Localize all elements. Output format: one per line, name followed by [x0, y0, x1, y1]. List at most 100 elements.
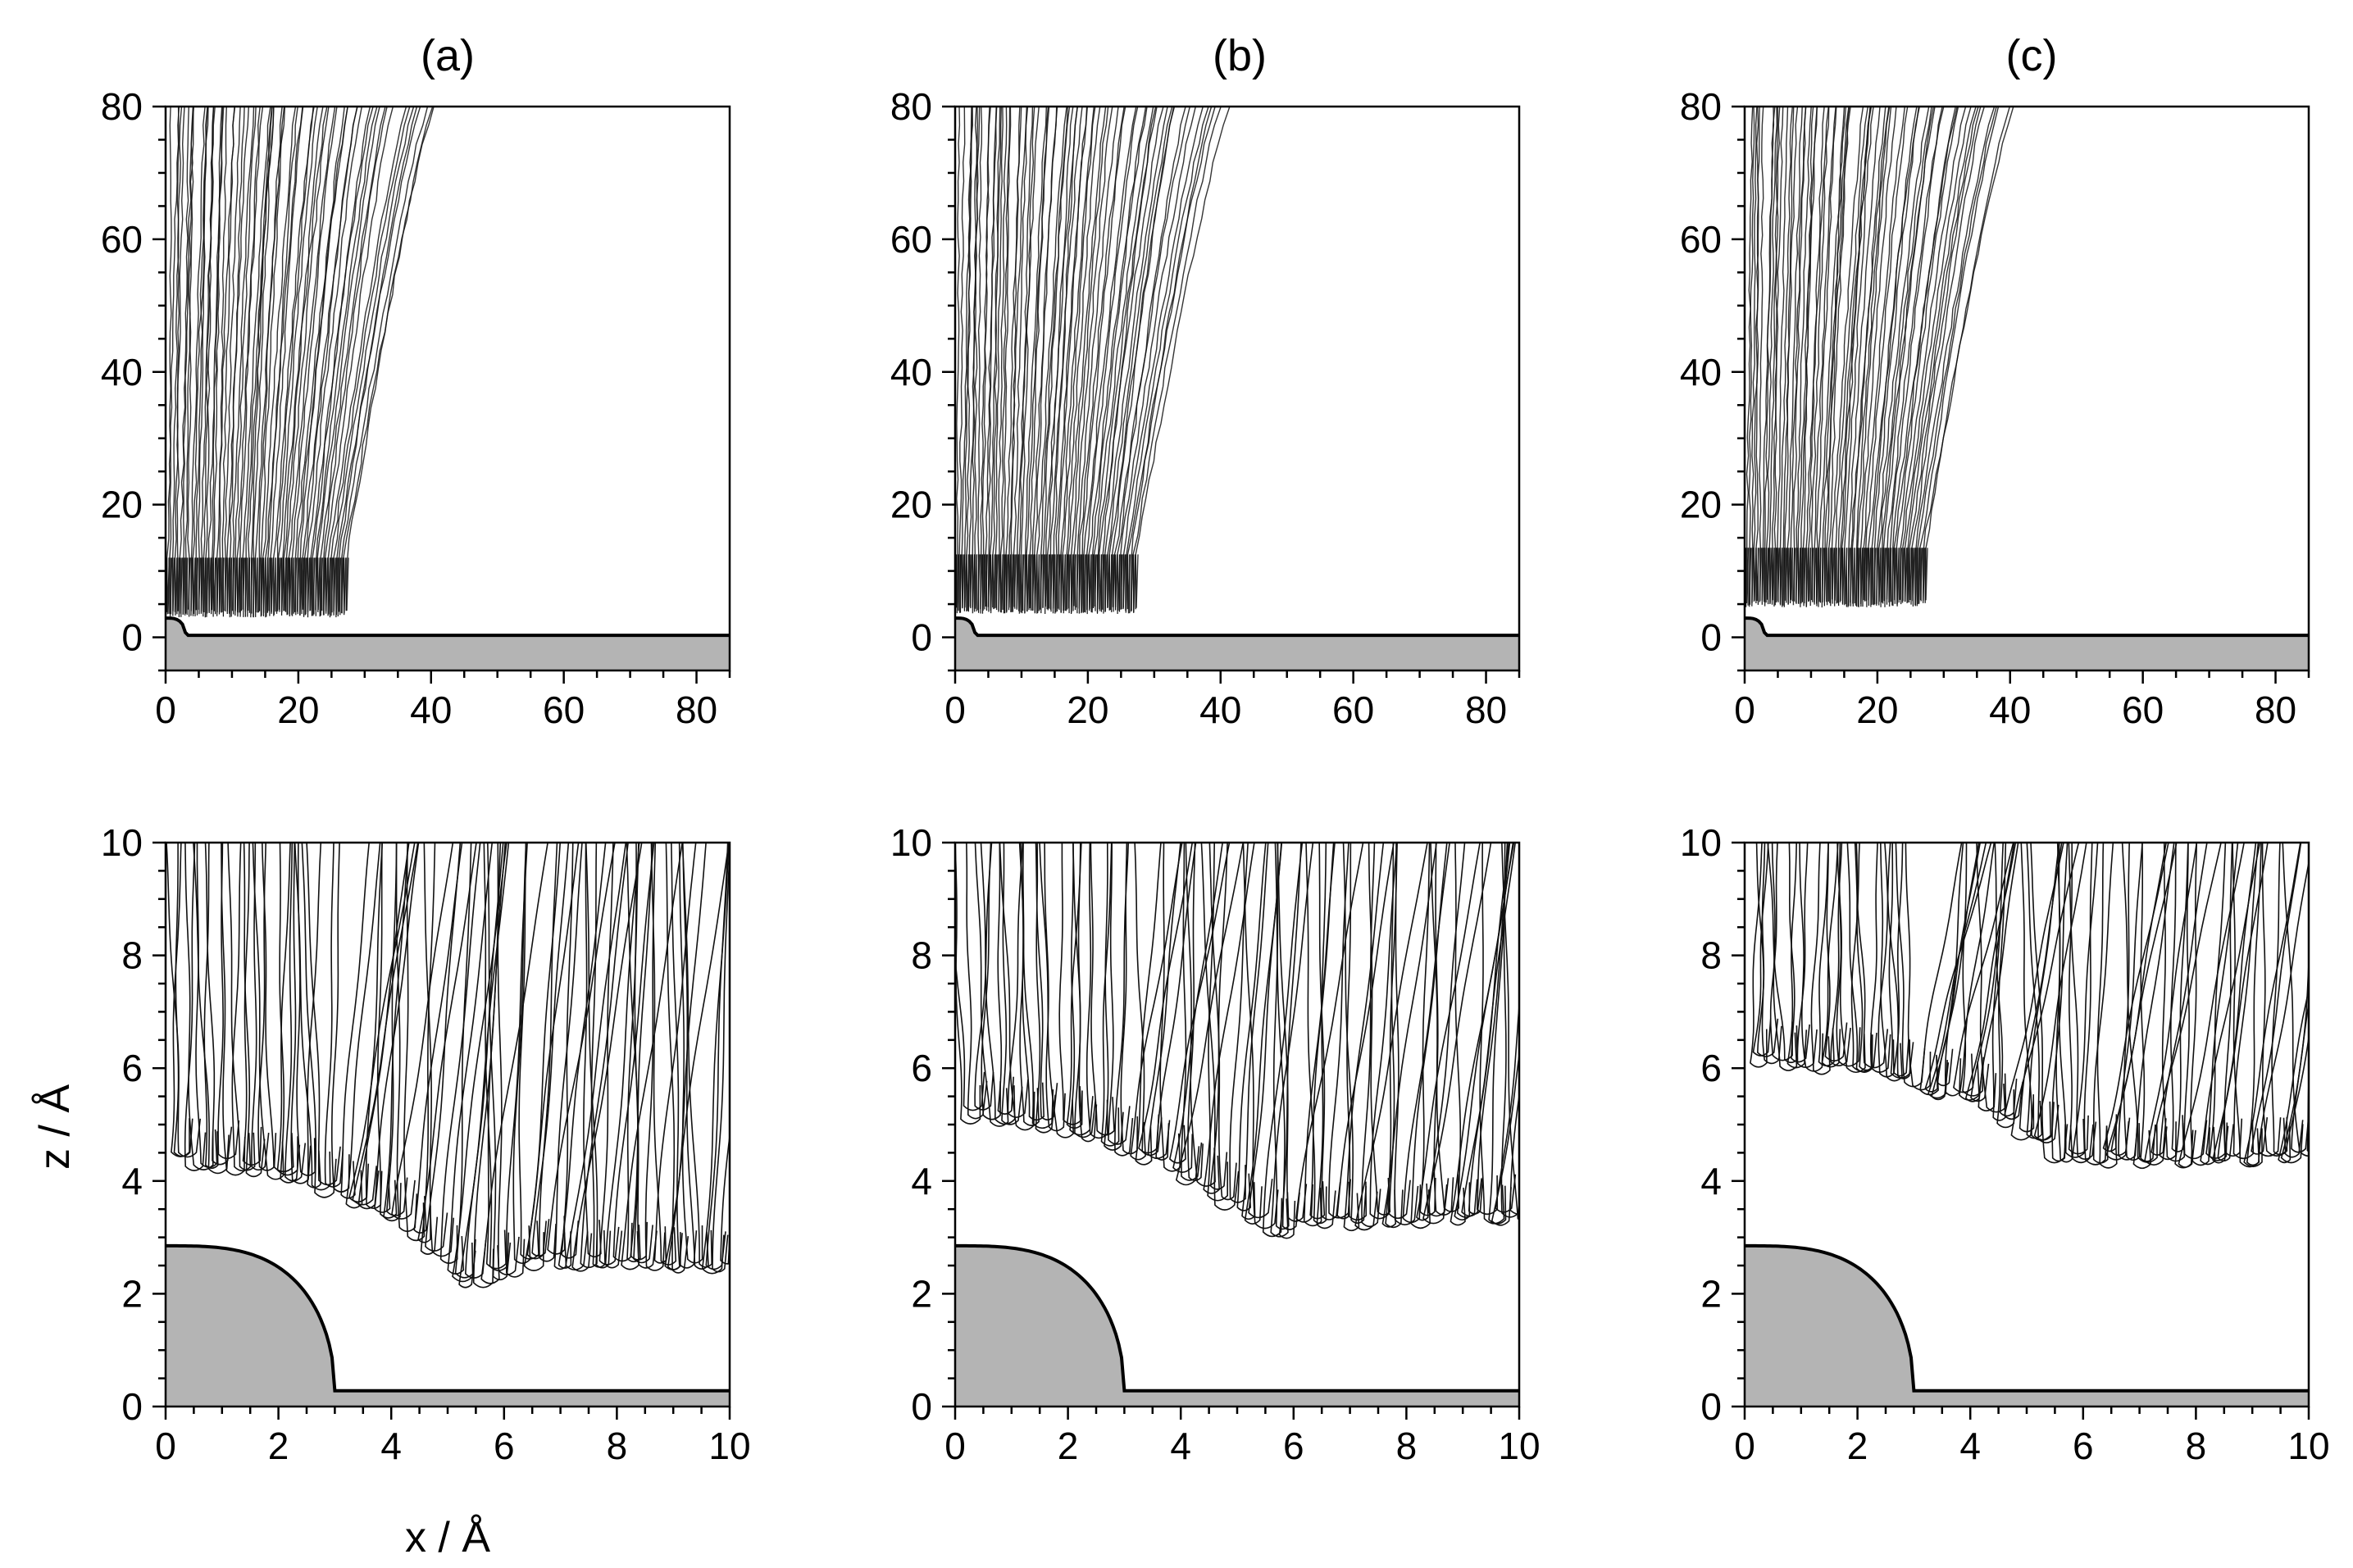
- trajectory-line: [1771, 107, 1784, 601]
- trajectory-line: [1272, 843, 1290, 1230]
- trajectory-line: [653, 843, 697, 1264]
- y-tick-label: 20: [890, 484, 932, 526]
- plot-area: [1745, 107, 2309, 670]
- trajectory-line: [383, 843, 409, 1222]
- surface-fill: [955, 618, 1519, 670]
- trajectory-line: [1111, 107, 1175, 607]
- trajectory-line: [1081, 107, 1126, 612]
- trajectory-line: [553, 843, 583, 1270]
- trajectory-line: [2174, 843, 2194, 1169]
- trajectory-line: [1905, 843, 1932, 1091]
- y-axis-title: z / Å: [31, 1084, 79, 1170]
- trajectory-line: [1096, 107, 1158, 613]
- trajectory-line: [1090, 843, 1115, 1136]
- y-tick-label: 6: [121, 1047, 143, 1089]
- trajectory-line: [1919, 843, 1963, 1096]
- trajectory-line: [1777, 107, 1789, 602]
- axes-frame: [1743, 105, 2310, 672]
- panel-label-b: (b): [1213, 31, 1267, 80]
- trajectory-line: [1799, 843, 1824, 1072]
- trajectory-line: [1904, 107, 1977, 602]
- trajectory-line: [333, 107, 415, 616]
- trajectory-line: [211, 107, 223, 611]
- trajectory-line: [1020, 107, 1035, 614]
- trajectory-line: [184, 843, 207, 1171]
- x-tick-label: 0: [1734, 689, 1755, 731]
- trajectory-line: [216, 107, 236, 616]
- trajectory-line: [340, 107, 429, 614]
- x-tick-label: 80: [676, 689, 717, 731]
- trajectories: [1750, 843, 2309, 1170]
- trajectory-line: [171, 843, 190, 1157]
- trajectory-line: [193, 843, 230, 1175]
- trajectory-line: [309, 107, 374, 611]
- trajectory-line: [192, 107, 208, 615]
- trajectory-line: [2257, 859, 2309, 1157]
- trajectory-line: [1343, 843, 1385, 1232]
- trajectory-line: [243, 843, 266, 1178]
- trajectories: [166, 843, 730, 1288]
- y-tick-label: 6: [911, 1047, 932, 1089]
- trajectory-line: [176, 107, 180, 611]
- trajectory-line: [1878, 107, 1932, 602]
- trajectory-line: [1046, 107, 1074, 611]
- trajectory-line: [1844, 107, 1874, 605]
- trajectory-line: [307, 107, 362, 612]
- trajectory-line: [346, 107, 434, 611]
- trajectory-line: [1491, 1050, 1519, 1226]
- trajectory-line: [1896, 107, 1959, 607]
- trajectory-line: [966, 843, 988, 1120]
- trajectory-line: [1767, 843, 1799, 1064]
- trajectory-line: [1919, 107, 2000, 601]
- trajectory-line: [262, 107, 297, 613]
- trajectory-line: [324, 843, 344, 1188]
- trajectory-line: [1029, 107, 1049, 609]
- trajectory-line: [1274, 843, 1300, 1230]
- trajectory-line: [1863, 107, 1905, 601]
- trajectory-line: [671, 843, 698, 1269]
- y-tick-label: 8: [121, 934, 143, 977]
- trajectory-line: [1135, 107, 1231, 608]
- trajectory-line: [980, 843, 1016, 1125]
- x-tick-label: 20: [1067, 689, 1108, 731]
- trajectories: [955, 107, 1231, 615]
- y-tick-label: 60: [890, 218, 932, 261]
- trajectory-line: [1884, 843, 1914, 1079]
- trajectory-line: [288, 107, 336, 617]
- trajectory-line: [244, 107, 273, 612]
- trajectory-line: [2121, 843, 2158, 1163]
- trajectory-line: [285, 107, 330, 616]
- y-tick-label: 40: [1680, 351, 1722, 393]
- x-tick-label: 20: [277, 689, 319, 731]
- trajectory-line: [1001, 843, 1023, 1125]
- x-tick-label: 60: [1332, 689, 1374, 731]
- x-tick-label: 80: [2255, 689, 2296, 731]
- trajectory-line: [1911, 107, 1985, 602]
- trajectory-line: [1052, 107, 1078, 609]
- trajectory-line: [2261, 843, 2288, 1157]
- trajectory-line: [1091, 107, 1148, 613]
- trajectory-line: [275, 107, 315, 614]
- trajectory-line: [1899, 107, 1967, 600]
- trajectory-line: [2110, 843, 2167, 1157]
- y-tick-label: 8: [911, 934, 932, 977]
- trajectory-line: [1422, 843, 1492, 1225]
- trajectory-line: [1755, 107, 1759, 602]
- trajectory-line: [1100, 843, 1120, 1147]
- trajectory-line: [2282, 843, 2309, 1157]
- surface-edge: [955, 616, 1519, 638]
- x-tick-label: 8: [2186, 1425, 2207, 1467]
- surface-fill: [166, 618, 730, 670]
- surface-edge: [1745, 1243, 2309, 1393]
- trajectory-line: [1126, 107, 1216, 614]
- trajectory-line: [395, 843, 418, 1233]
- trajectory-line: [2209, 843, 2228, 1161]
- trajectory-line: [1876, 107, 1930, 606]
- trajectory-line: [1346, 843, 1368, 1221]
- trajectory-line: [604, 843, 640, 1269]
- y-tick-label: 4: [121, 1160, 143, 1202]
- trajectory-line: [166, 107, 180, 615]
- trajectory-line: [1797, 107, 1818, 604]
- y-tick-label: 10: [890, 821, 932, 864]
